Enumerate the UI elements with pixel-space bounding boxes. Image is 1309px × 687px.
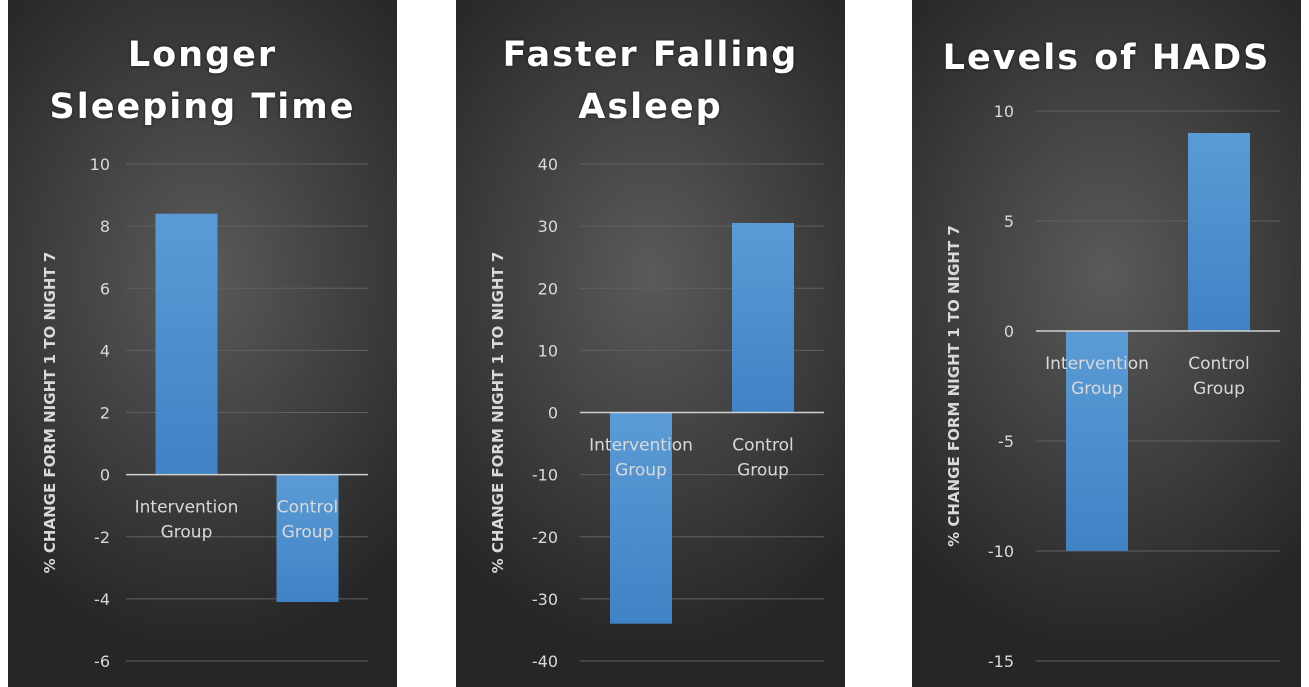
- bar-control: [732, 223, 794, 413]
- category-label-line: Group: [282, 523, 334, 543]
- chart-panel-hads: Levels of HADS 10 5 0 -5 -10 -15 Intervention G…: [912, 0, 1301, 687]
- category-label: Control Group: [732, 436, 793, 481]
- chart-panel-falling-asleep: Faster Falling Asleep 40 30 20 10 0 -10 -20 -30…: [456, 0, 845, 687]
- category-label-line: Intervention: [589, 436, 693, 456]
- y-tick-label: -4: [94, 590, 110, 609]
- y-tick-label: 0: [548, 404, 558, 423]
- y-tick-label: -5: [998, 432, 1014, 451]
- bar-intervention: [610, 412, 672, 624]
- y-tick-label: -20: [532, 528, 558, 547]
- y-tick-label: -10: [532, 466, 558, 485]
- y-tick-label: 8: [100, 217, 110, 236]
- category-label: Control Group: [1188, 354, 1249, 399]
- y-axis-title: % CHANGE FORM NIGHT 1 TO NIGHT 7: [945, 225, 963, 547]
- y-axis-title: % CHANGE FORM NIGHT 1 TO NIGHT 7: [489, 252, 507, 574]
- category-label: Intervention Group: [1045, 354, 1149, 399]
- y-tick-label: -40: [532, 652, 558, 671]
- bar-intervention: [155, 213, 218, 475]
- chart-svg: 10 8 6 4 2 0 -2 -4 -6 Intervention Group Control Gro…: [41, 155, 368, 671]
- y-tick-label: 10: [90, 155, 110, 174]
- category-label-line: Intervention: [135, 498, 239, 518]
- chart-title: Faster Falling Asleep: [502, 35, 799, 127]
- category-label-line: Control: [732, 436, 793, 456]
- y-tick-label: 0: [100, 466, 110, 485]
- y-tick-label: 5: [1004, 212, 1014, 231]
- y-tick-label: 10: [994, 102, 1014, 121]
- y-axis-title: % CHANGE FORM NIGHT 1 TO NIGHT 7: [41, 252, 59, 574]
- category-label: Intervention Group: [135, 498, 239, 543]
- category-label-line: Control: [277, 498, 338, 518]
- category-label-line: Intervention: [1045, 354, 1149, 374]
- y-tick-label: 0: [1004, 322, 1014, 341]
- category-label-line: Control: [1188, 354, 1249, 374]
- y-tick-label: 2: [100, 404, 110, 423]
- y-tick-label: -6: [94, 652, 110, 671]
- y-tick-label: 10: [538, 341, 558, 360]
- chart-title: Longer Sleeping Time: [49, 35, 356, 127]
- bar-intervention: [1066, 331, 1128, 551]
- y-tick-label: 20: [538, 279, 558, 298]
- y-tick-label: -30: [532, 590, 558, 609]
- y-tick-label: 40: [538, 155, 558, 174]
- y-tick-label: -2: [94, 528, 110, 547]
- bar-control: [276, 474, 339, 602]
- category-label-line: Group: [737, 461, 789, 481]
- y-tick-label: -10: [988, 542, 1014, 561]
- y-tick-label: -15: [988, 652, 1014, 671]
- y-tick-label: 4: [100, 341, 110, 360]
- bar-control: [1188, 133, 1250, 331]
- category-label-line: Group: [161, 523, 213, 543]
- chart-svg: 10 5 0 -5 -10 -15 Intervention Group Control Grou…: [945, 102, 1280, 671]
- category-label: Control Group: [277, 498, 338, 543]
- y-tick-label: 6: [100, 279, 110, 298]
- chart-panel-sleeping-time: Longer Sleeping Time 10 8 6 4 2 0 -2 -4 -6 Interv…: [8, 0, 397, 687]
- y-tick-label: 30: [538, 217, 558, 236]
- category-label-line: Group: [1071, 379, 1123, 399]
- category-label: Intervention Group: [589, 436, 693, 481]
- category-label-line: Group: [1193, 379, 1245, 399]
- category-label-line: Group: [615, 461, 667, 481]
- chart-title: Levels of HADS: [942, 38, 1271, 78]
